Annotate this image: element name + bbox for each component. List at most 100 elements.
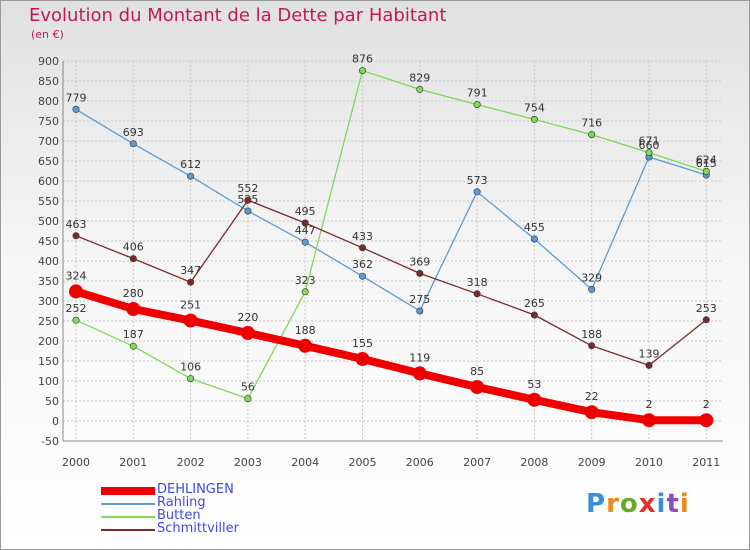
legend-label-schmittviller: Schmittviller	[157, 521, 239, 536]
data-point-dehlingen	[584, 405, 599, 420]
data-point-butten	[301, 288, 309, 296]
data-label-rahling: 329	[581, 271, 602, 284]
data-point-rahling	[187, 172, 195, 180]
legend-swatch-rahling	[101, 503, 155, 505]
data-label-dehlingen: 2	[646, 398, 653, 411]
y-tick-label: 300	[38, 295, 59, 308]
data-point-butten	[358, 67, 366, 75]
data-label-schmittviller: 495	[295, 205, 316, 218]
logo-letter: i	[679, 489, 690, 519]
y-tick-label: 50	[45, 395, 59, 408]
data-point-schmittviller	[358, 244, 366, 252]
data-point-dehlingen	[527, 392, 542, 407]
series-line-butten	[75, 69, 707, 400]
x-tick-label: 2011	[692, 456, 720, 469]
legend-swatch-schmittviller	[101, 529, 155, 531]
data-label-rahling: 612	[180, 158, 201, 171]
chart-title: Evolution du Montant de la Dette par Hab…	[29, 5, 447, 26]
legend-label-dehlingen: DEHLINGEN	[157, 482, 234, 497]
data-point-butten	[72, 316, 80, 324]
y-tick-label: 150	[38, 355, 59, 368]
logo-letter: x	[638, 489, 657, 519]
data-label-schmittviller: 188	[581, 328, 602, 341]
data-label-dehlingen: 53	[527, 378, 541, 391]
data-point-butten	[645, 149, 653, 157]
data-label-butten: 829	[409, 71, 430, 84]
logo-letter: r	[606, 489, 620, 519]
data-point-dehlingen	[298, 338, 313, 353]
data-label-schmittviller: 318	[467, 276, 488, 289]
y-tick-label: 200	[38, 335, 59, 348]
data-label-butten: 56	[241, 381, 255, 394]
data-point-schmittviller	[301, 219, 309, 227]
data-label-rahling: 660	[639, 139, 660, 152]
data-point-dehlingen	[355, 352, 370, 366]
series-line-rahling	[75, 108, 707, 312]
logo-letter: t	[666, 489, 680, 519]
data-label-butten: 876	[352, 53, 373, 66]
data-point-rahling	[588, 285, 596, 293]
data-label-rahling: 275	[409, 293, 430, 306]
data-point-butten	[702, 167, 710, 175]
proxiti-logo: Proxiti	[586, 489, 690, 519]
y-tick-label: 250	[38, 315, 59, 328]
data-label-dehlingen: 85	[470, 365, 484, 378]
data-point-rahling	[72, 105, 80, 113]
data-label-schmittviller: 433	[352, 230, 373, 243]
y-tick-label: 100	[38, 375, 59, 388]
legend-label-rahling: Rahling	[157, 495, 206, 510]
data-point-schmittviller	[187, 278, 195, 286]
data-label-butten: 671	[639, 135, 660, 148]
data-label-schmittviller: 369	[409, 255, 430, 268]
data-label-schmittviller: 552	[237, 182, 258, 195]
y-tick-label: 450	[38, 235, 59, 248]
data-label-dehlingen: 220	[237, 311, 258, 324]
data-label-rahling: 615	[696, 157, 717, 170]
data-point-schmittviller	[72, 232, 80, 240]
x-tick-label: 2005	[349, 456, 377, 469]
y-tick-label: 850	[38, 75, 59, 88]
data-label-dehlingen: 2	[703, 398, 710, 411]
data-label-butten: 252	[66, 302, 87, 315]
data-point-rahling	[244, 207, 252, 215]
x-tick-label: 2010	[635, 456, 663, 469]
x-tick-label: 2009	[578, 456, 606, 469]
data-point-schmittviller	[129, 255, 137, 263]
data-point-schmittviller	[473, 290, 481, 298]
data-point-butten	[416, 85, 424, 93]
x-tick-label: 2003	[234, 456, 262, 469]
x-tick-label: 2007	[463, 456, 491, 469]
data-label-butten: 754	[524, 101, 545, 114]
data-label-dehlingen: 155	[352, 337, 373, 350]
y-tick-label: 350	[38, 275, 59, 288]
legend-label-butten: Butten	[157, 508, 201, 523]
data-point-dehlingen	[183, 313, 198, 328]
y-tick-label: 900	[38, 55, 59, 68]
data-point-schmittviller	[416, 269, 424, 277]
data-label-rahling: 573	[467, 174, 488, 187]
data-point-rahling	[301, 238, 309, 246]
x-tick-label: 2000	[62, 456, 90, 469]
data-label-butten: 323	[295, 274, 316, 287]
x-tick-label: 2008	[520, 456, 548, 469]
chart-subtitle: (en €)	[31, 28, 64, 41]
x-tick-label: 2006	[406, 456, 434, 469]
data-point-schmittviller	[645, 361, 653, 369]
data-point-schmittviller	[530, 311, 538, 319]
data-label-schmittviller: 265	[524, 297, 545, 310]
data-point-schmittviller	[244, 196, 252, 204]
data-point-dehlingen	[699, 413, 714, 428]
data-label-dehlingen: 324	[66, 269, 87, 282]
data-point-butten	[473, 101, 481, 109]
data-point-butten	[244, 395, 252, 403]
y-tick-label: -50	[41, 435, 59, 448]
data-label-butten: 791	[467, 87, 488, 100]
data-point-dehlingen	[126, 302, 141, 316]
data-label-schmittviller: 253	[696, 302, 717, 315]
data-point-dehlingen	[412, 366, 427, 381]
data-point-dehlingen	[642, 413, 656, 428]
x-tick-label: 2002	[177, 456, 205, 469]
data-point-rahling	[416, 307, 424, 315]
data-label-butten: 624	[696, 153, 717, 166]
